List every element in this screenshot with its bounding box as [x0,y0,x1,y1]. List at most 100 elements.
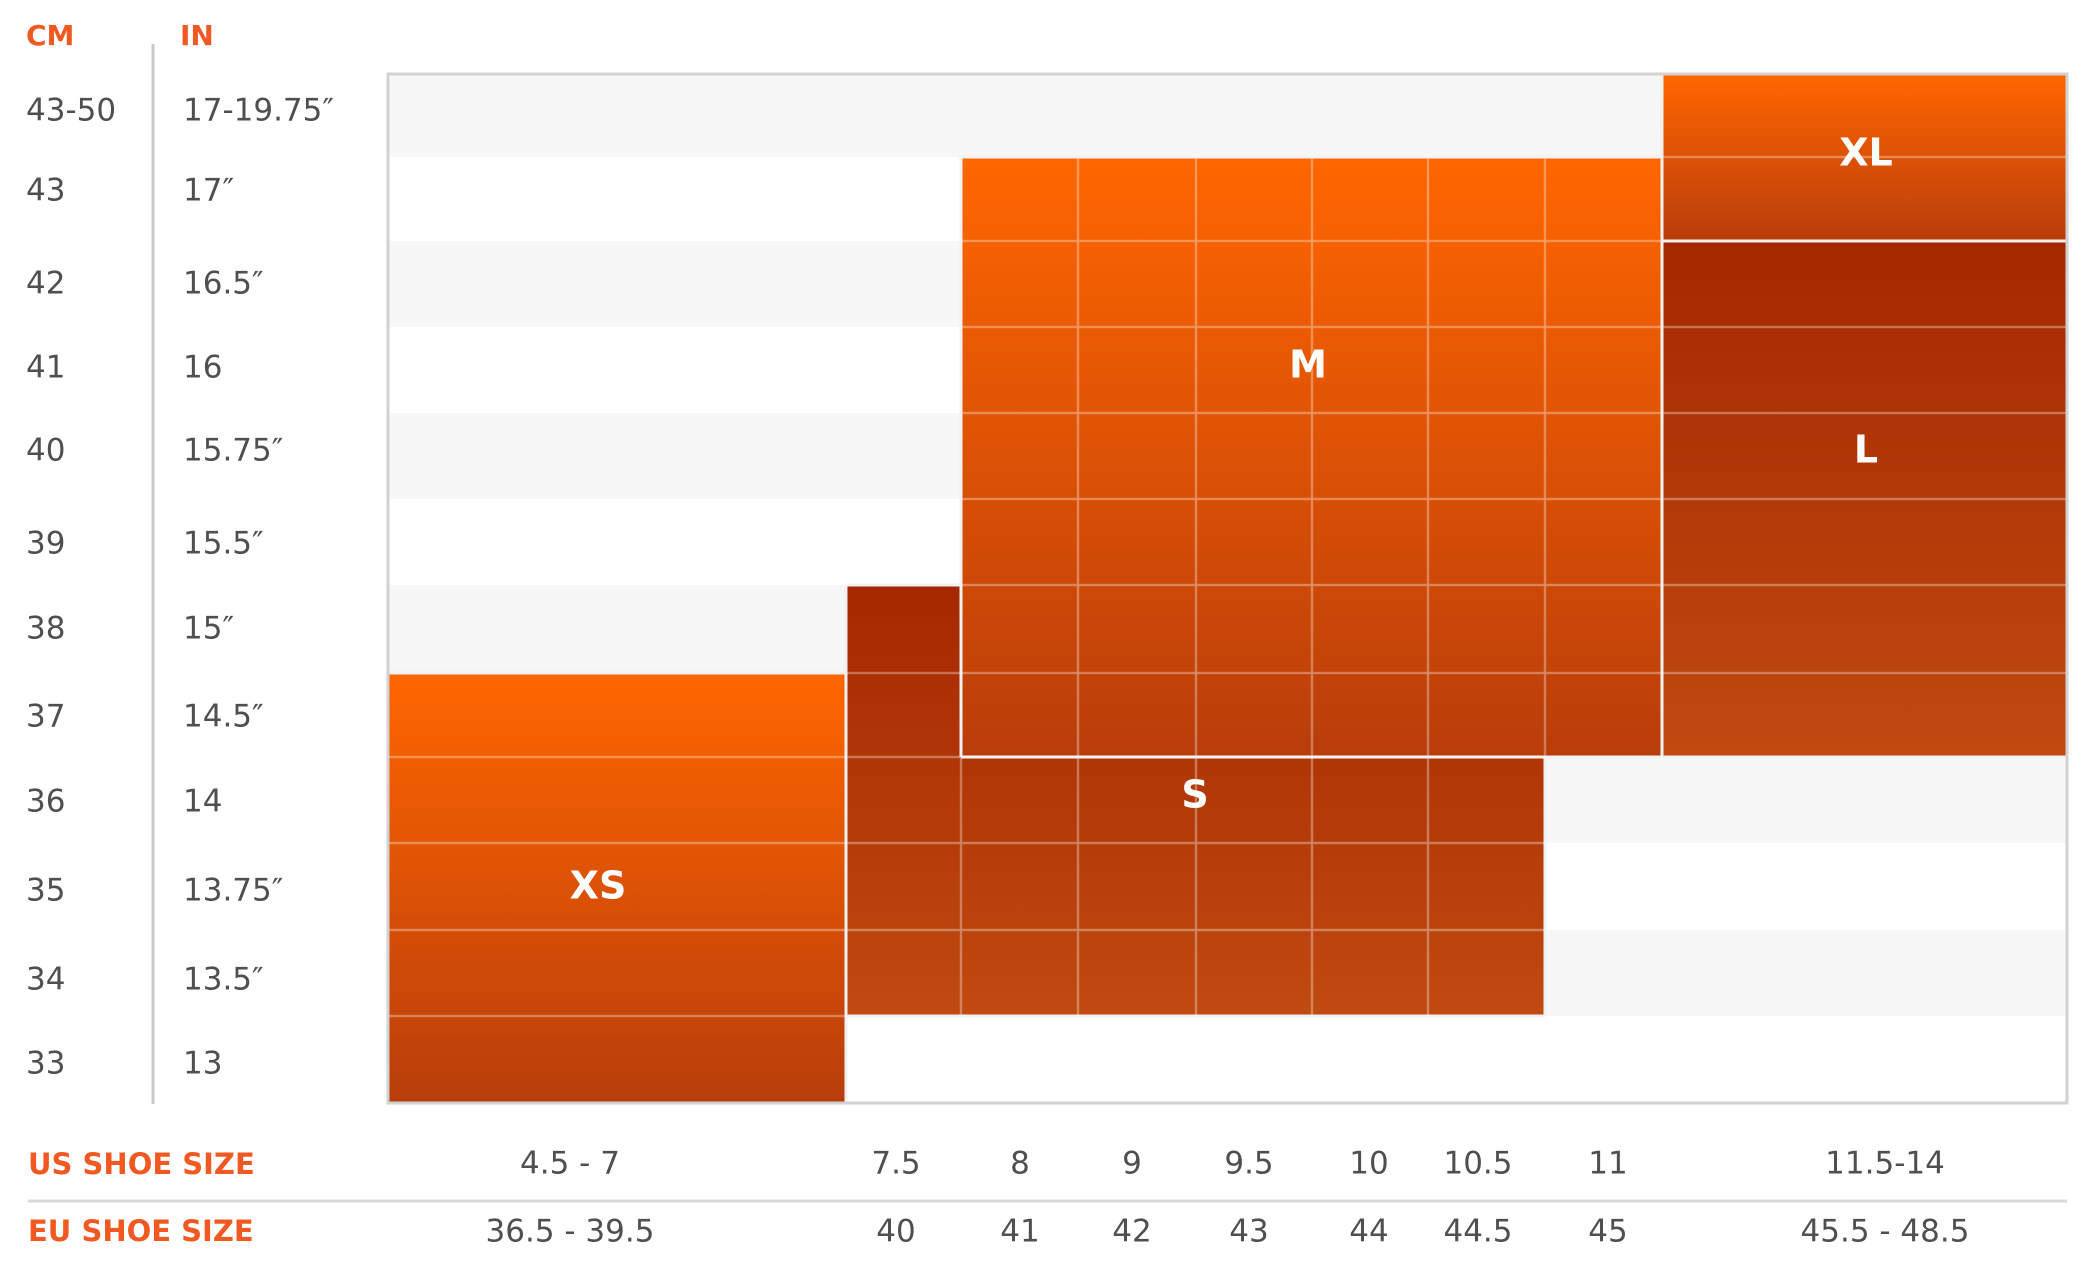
us-size-tick-label: 11.5-14 [1825,1146,1945,1182]
size-label-xs: XS [570,864,627,908]
size-cell [1428,327,1545,413]
size-label-m: M [1289,343,1327,387]
size-cell [961,157,1078,241]
size-cell [846,843,961,930]
size-cell [1545,673,1662,757]
size-cell [1078,413,1196,499]
size-cell [388,843,846,930]
in-tick-label: 14 [183,784,222,820]
size-cell [1428,673,1545,757]
size-cell-grid [1077,326,1197,414]
us-size-tick-label: 4.5 - 7 [520,1146,620,1182]
in-tick-label: 16.5″ [183,266,264,302]
size-cell [1196,327,1312,413]
size-cell [1078,499,1196,585]
size-cell-grid [1427,584,1546,674]
size-cell [1662,74,2067,157]
eu-size-tick-label: 45.5 - 48.5 [1801,1214,1970,1250]
cm-tick-label: 33 [26,1046,65,1082]
axis-labels: CM IN US SHOE SIZE EU SHOE SIZE 43-50 17-… [26,19,2067,1250]
cm-tick-label: 43-50 [26,93,116,129]
size-label-xl: XL [1839,131,1893,175]
chart-border [386,72,2069,1105]
size-cell [388,1016,846,1103]
size-cell-grid [1427,498,1546,586]
size-cell-grid [1195,326,1313,414]
size-cell [1312,499,1428,585]
size-cell-grid [1077,498,1197,586]
size-cell [846,673,961,757]
size-cell [961,241,1078,327]
size-cell [1312,241,1428,327]
cm-tick-label: 40 [26,433,65,469]
size-cell-grid [1427,240,1546,328]
size-cell [961,757,1078,843]
size-cell [1078,585,1196,673]
size-cell [961,499,1078,585]
size-cell [1196,413,1312,499]
us-size-tick-label: 8 [1010,1146,1030,1182]
size-label-l: L [1854,428,1878,472]
size-cell [1196,241,1312,327]
us-size-tick-label: 9 [1122,1146,1142,1182]
size-cell [1196,843,1312,930]
size-cell [1078,157,1196,241]
size-cell [1078,843,1196,930]
size-labels: XS S M L XL [570,131,1893,908]
size-cell [961,843,1078,930]
cm-tick-label: 41 [26,350,65,386]
in-tick-label: 15.5″ [183,526,264,562]
size-cell [1312,930,1428,1016]
in-tick-label: 17-19.75″ [183,93,334,129]
cm-tick-label: 34 [26,962,65,998]
eu-size-tick-label: 41 [1000,1214,1039,1250]
eu-size-tick-label: 42 [1112,1214,1151,1250]
size-cell [1662,585,2067,673]
eu-shoe-size-label: EU SHOE SIZE [28,1214,254,1248]
size-cell-grid [1195,584,1313,674]
size-cell [961,930,1078,1016]
us-size-tick-label: 10.5 [1443,1146,1512,1182]
size-cell [1196,499,1312,585]
size-cell [961,585,1078,673]
size-cell [1428,930,1545,1016]
size-cell [1428,585,1545,673]
cm-tick-label: 35 [26,873,65,909]
cm-tick-label: 42 [26,266,65,302]
size-cell [1196,757,1312,843]
us-shoe-size-label: US SHOE SIZE [28,1147,255,1181]
size-cell-grid [1077,412,1197,500]
size-cell [1196,157,1312,241]
size-cell [846,930,961,1016]
size-cell [1078,673,1196,757]
us-size-tick-label: 10 [1349,1146,1388,1182]
chart-frame [386,72,2069,1105]
size-cell-grid [1077,240,1197,328]
size-cell [1312,157,1428,241]
cm-tick-label: 38 [26,611,65,647]
size-cell [1428,843,1545,930]
size-cell [846,585,961,673]
size-cell [1428,157,1545,241]
cm-header: CM [26,19,74,52]
size-cell-grid [1077,584,1197,674]
size-cell-grid [960,842,1079,931]
size-cell [1078,757,1196,843]
size-cell [961,327,1078,413]
size-cell [1662,241,2067,327]
size-cell-grid [1195,498,1313,586]
in-tick-label: 15.75″ [183,433,283,469]
eu-size-tick-label: 44.5 [1443,1214,1512,1250]
size-cell [1312,843,1428,930]
size-cell-grid [1427,412,1546,500]
size-cell-grid [1195,240,1313,328]
size-block-xs [386,671,848,1105]
size-cell [1428,499,1545,585]
us-size-tick-label: 9.5 [1224,1146,1273,1182]
size-cell [1545,413,1662,499]
size-cell [1312,585,1428,673]
size-cell [388,930,846,1016]
size-cell-grid [1311,326,1429,414]
size-cell [1312,673,1428,757]
